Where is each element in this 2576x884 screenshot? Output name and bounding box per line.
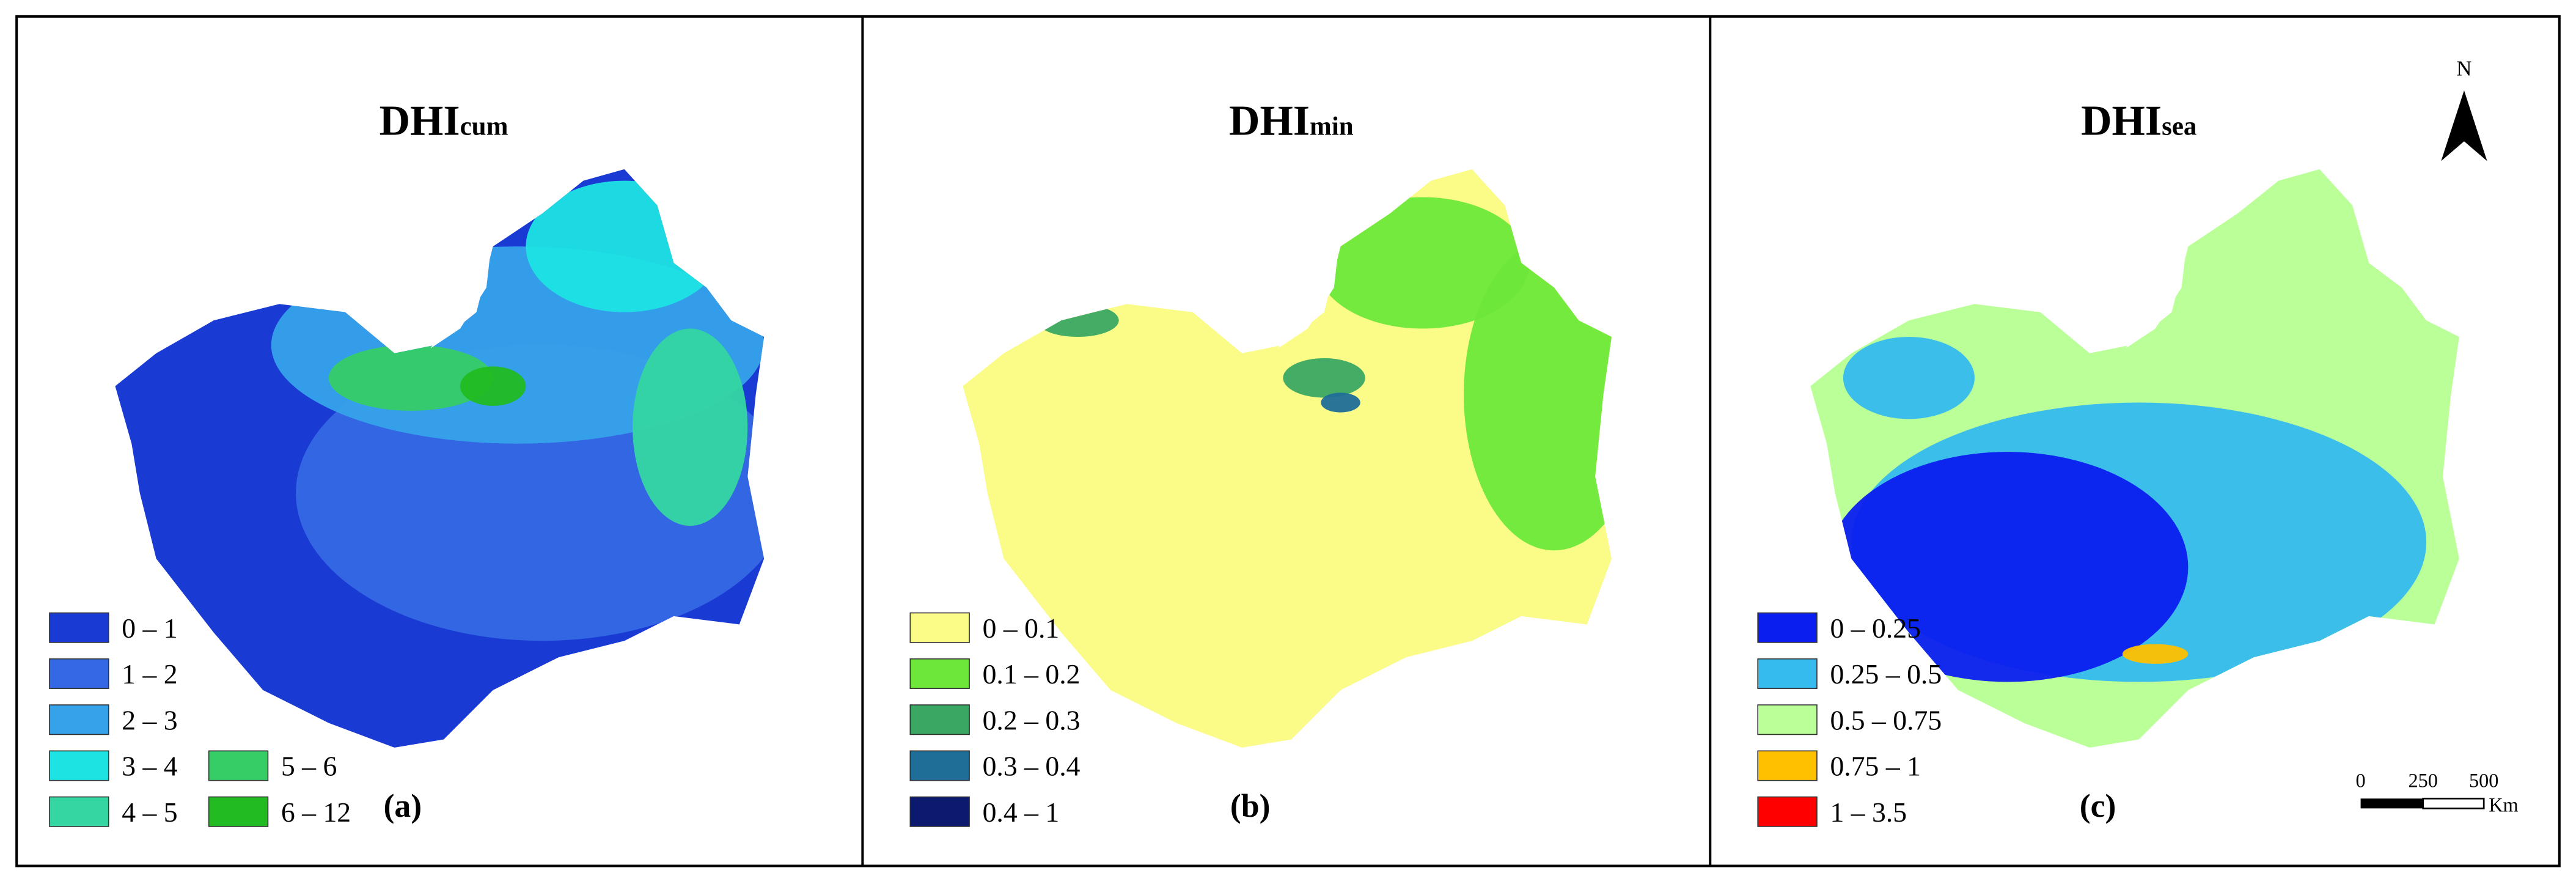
legend-swatch [1757,612,1818,643]
title-main: DHI [2081,97,2162,144]
lake [1278,230,1341,348]
legend-label: 0.2 – 0.3 [983,704,1081,735]
legend-swatch [1757,704,1818,735]
scale-bar [2360,798,2423,809]
lake [2126,230,2189,348]
legend-swatch [1757,796,1818,827]
map-zone [460,366,526,406]
legend-swatch [208,750,269,781]
map-zone [526,180,723,312]
legend-label: 3 – 4 [122,751,178,782]
map [1810,169,2459,748]
map-panel: DHImin (b) 0 – 0.1 0.1 – 0.2 0.2 – 0.3 0.3 – … [909,97,1612,828]
legend-swatch [49,612,109,643]
legend-label: 0.1 – 0.2 [983,658,1081,690]
legend-swatch [49,750,109,781]
map-zone [1283,358,1365,398]
map [115,169,765,748]
title-main: DHI [380,97,460,144]
title-main: DHI [1229,97,1310,144]
panel-label: (a) [383,787,422,824]
legend-swatch [1757,750,1818,781]
frame [15,15,2561,867]
north-label: N [2456,57,2471,81]
map-zone [633,328,748,526]
map-zone [1316,197,1530,329]
legend-label: 0.25 – 0.5 [1830,658,1942,690]
map [963,169,1612,748]
scale-tick-label: 500 [2469,769,2498,791]
legend-swatch [909,704,970,735]
panel-title: DHIsea [2081,97,2196,144]
title-sub: cum [460,112,508,141]
map-zone [2122,644,2189,664]
title-sub: min [1310,112,1354,141]
map-panel: DHIsea (c) 0 – 0.25 0.25 – 0.5 0.5 – 0.75 0.7… [1757,97,2459,828]
scale-tick-label: 0 [2356,769,2366,791]
panel-label: (c) [2080,787,2116,824]
map-zone [1037,304,1119,337]
map-zone [1321,392,1360,413]
map-zone [328,345,493,411]
legend-label: 1 – 3.5 [1830,797,1907,828]
north-arrow [2441,90,2487,161]
map-panel: DHIcum (a) 0 – 1 1 – 2 2 – 3 3 – 4 4 – 5 5 – 6 6… [49,97,765,828]
legend-label: 0.4 – 1 [983,797,1060,828]
legend-swatch [49,796,109,827]
legend-label: 0.3 – 0.4 [983,751,1081,782]
legend-swatch [909,658,970,689]
map-zone [1843,336,1975,419]
legend-swatch [909,796,970,827]
legend-swatch [208,796,269,827]
legend-swatch [49,704,109,735]
panel-title: DHIcum [380,97,508,144]
legend-label: 4 – 5 [122,797,177,828]
panel-label: (b) [1230,787,1271,824]
legend-label: 0 – 0.25 [1830,613,1920,644]
legend-label: 2 – 3 [122,704,177,735]
title-sub: sea [2162,112,2196,141]
legend-label: 1 – 2 [122,658,177,690]
legend-swatch [909,750,970,781]
legend-label: 0 – 0.1 [983,613,1060,644]
map-zone [1827,452,2189,682]
legend-label: 5 – 6 [281,751,337,782]
lake [430,230,493,348]
scale-tick-label: 250 [2409,769,2438,791]
legend-label: 0 – 1 [122,613,177,644]
scale-unit: Km [2489,794,2518,816]
legend-label: 0.75 – 1 [1830,751,1920,782]
scale-bar [2422,797,2485,809]
panel-title: DHImin [1229,97,1354,144]
legend-label: 0.5 – 0.75 [1830,704,1942,735]
legend-label: 6 – 12 [281,797,351,828]
legend-swatch [49,658,109,689]
legend-swatch [909,612,970,643]
legend-swatch [1757,658,1818,689]
